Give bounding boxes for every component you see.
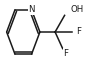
Text: F: F: [63, 49, 68, 58]
Text: N: N: [28, 5, 35, 14]
Text: OH: OH: [70, 5, 84, 14]
Text: F: F: [76, 28, 81, 36]
